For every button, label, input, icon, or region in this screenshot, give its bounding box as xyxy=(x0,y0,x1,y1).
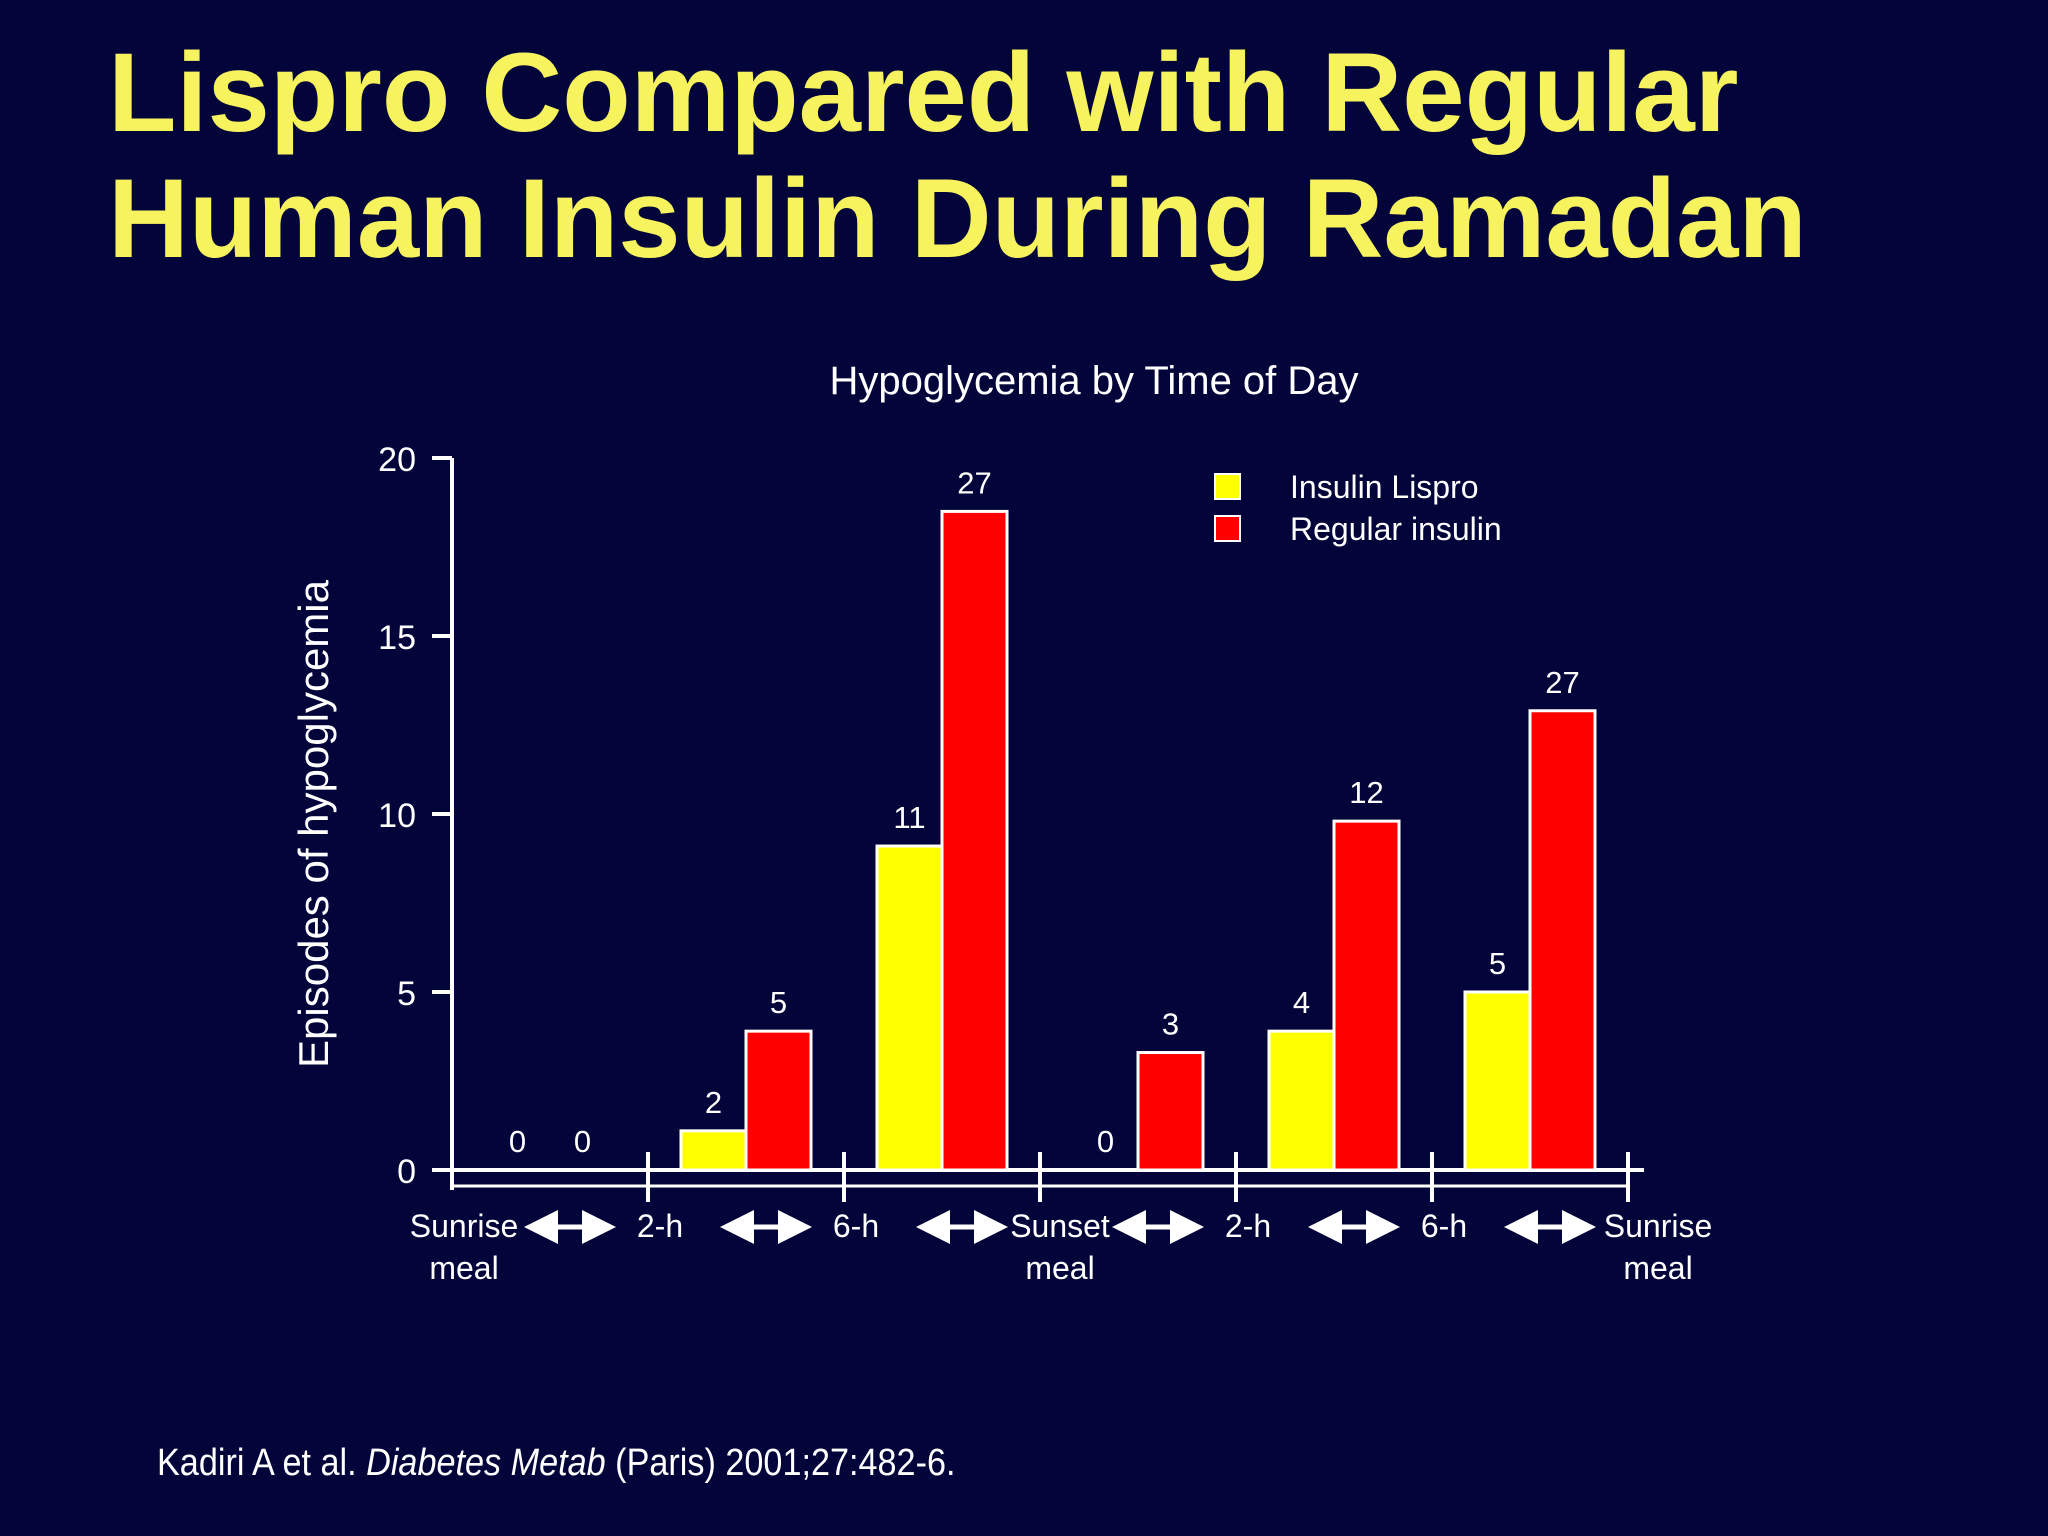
y-tick-label: 20 xyxy=(378,441,416,479)
citation-details: (Paris) 2001;27:482-6. xyxy=(615,1442,956,1484)
arrow-left-icon xyxy=(720,1210,754,1244)
arrow-right-icon xyxy=(1562,1210,1596,1244)
citation-authors: Kadiri A et al. xyxy=(157,1442,357,1484)
x-marker-label: Sunset xyxy=(1010,1208,1110,1244)
legend-label: Insulin Lispro xyxy=(1290,469,1479,505)
arrow-left-icon xyxy=(1112,1210,1146,1244)
y-tick-label: 10 xyxy=(378,797,416,835)
bar-regular xyxy=(744,1029,813,1172)
data-label: 5 xyxy=(1489,946,1506,981)
bars xyxy=(679,509,1597,1172)
citation-journal: Diabetes Metab xyxy=(366,1442,606,1484)
x-marker-label: Sunrise xyxy=(1604,1208,1713,1244)
arrow-left-icon xyxy=(916,1210,950,1244)
x-marker-label: 2-h xyxy=(637,1208,683,1244)
data-label: 27 xyxy=(1545,665,1579,700)
bar-regular xyxy=(1332,819,1401,1172)
x-marker-label-line2: meal xyxy=(1623,1250,1692,1286)
x-axis-markers: Sunrise meal 2-h 6-h Sunset meal 2-h 6-h Sunrise… xyxy=(410,1152,1713,1286)
data-label: 12 xyxy=(1349,775,1383,810)
bar-lispro xyxy=(875,844,944,1172)
arrow-left-icon xyxy=(1308,1210,1342,1244)
arrow-right-icon xyxy=(1366,1210,1400,1244)
title-line-1: Lispro Compared with Regular xyxy=(108,30,1739,155)
x-marker-label: 2-h xyxy=(1225,1208,1271,1244)
x-marker-label: Sunrise xyxy=(410,1208,519,1244)
arrow-right-icon xyxy=(974,1210,1008,1244)
data-label: 2 xyxy=(705,1085,722,1120)
data-label: 3 xyxy=(1162,1007,1179,1042)
bar-regular xyxy=(1136,1051,1205,1172)
y-axis-label: Episodes of hypoglycemia xyxy=(290,579,337,1068)
arrow-right-icon xyxy=(778,1210,812,1244)
y-tick-label: 0 xyxy=(397,1153,416,1191)
data-label: 0 xyxy=(574,1124,591,1159)
citation: Kadiri A et al. Diabetes Metab (Paris) 2… xyxy=(157,1442,955,1485)
data-label: 27 xyxy=(957,465,991,500)
bar-lispro xyxy=(1267,1029,1336,1172)
slide-title: Lispro Compared with Regular Human Insul… xyxy=(108,30,2008,282)
x-marker-label: 6-h xyxy=(833,1208,879,1244)
arrow-right-icon xyxy=(582,1210,616,1244)
bar-lispro xyxy=(1463,990,1532,1172)
arrow-right-icon xyxy=(1170,1210,1204,1244)
value-labels: 0 0 2 5 11 27 0 3 4 12 5 27 xyxy=(509,465,1580,1159)
arrow-left-icon xyxy=(524,1210,558,1244)
title-line-2: Human Insulin During Ramadan xyxy=(108,156,1807,281)
legend-label: Regular insulin xyxy=(1290,511,1502,547)
legend-swatch-lispro xyxy=(1214,473,1241,500)
bar-regular xyxy=(1528,709,1597,1172)
chart-title: Hypoglycemia by Time of Day xyxy=(829,359,1358,403)
legend: Insulin Lispro Regular insulin xyxy=(1214,469,1502,547)
x-marker-label: 6-h xyxy=(1421,1208,1467,1244)
y-tick-label: 15 xyxy=(378,619,416,657)
bar-lispro xyxy=(679,1129,748,1172)
data-label: 0 xyxy=(1097,1124,1114,1159)
x-marker-label-line2: meal xyxy=(429,1250,498,1286)
data-label: 4 xyxy=(1293,985,1310,1020)
y-tick-label: 5 xyxy=(397,975,416,1013)
arrow-left-icon xyxy=(1504,1210,1538,1244)
bar-regular xyxy=(940,509,1009,1172)
data-label: 11 xyxy=(893,800,925,835)
legend-swatch-regular xyxy=(1214,515,1241,542)
data-label: 0 xyxy=(509,1124,526,1159)
x-marker-label-line2: meal xyxy=(1025,1250,1094,1286)
data-label: 5 xyxy=(770,985,787,1020)
